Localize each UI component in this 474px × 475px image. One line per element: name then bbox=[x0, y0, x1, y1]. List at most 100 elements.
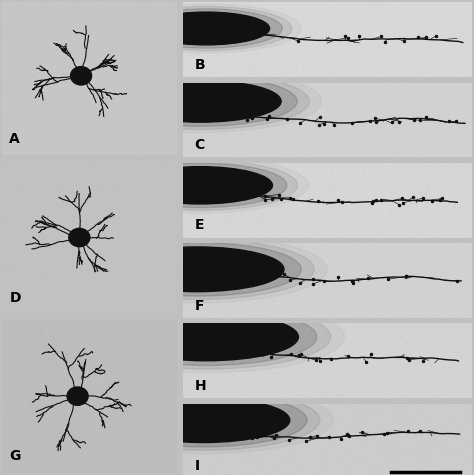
Point bbox=[47, 25, 55, 32]
Point bbox=[311, 311, 319, 318]
Point bbox=[25, 285, 33, 293]
Point bbox=[25, 415, 32, 422]
Point bbox=[401, 370, 409, 378]
Point bbox=[428, 265, 435, 272]
Point bbox=[361, 408, 368, 415]
Point bbox=[346, 227, 354, 235]
Point bbox=[423, 114, 430, 122]
Point bbox=[242, 358, 250, 366]
Point bbox=[454, 431, 462, 439]
Point bbox=[220, 228, 228, 235]
Point bbox=[286, 190, 293, 197]
Point bbox=[345, 87, 352, 95]
Point bbox=[439, 4, 447, 12]
Point bbox=[250, 454, 258, 461]
Point bbox=[418, 43, 425, 50]
Point bbox=[325, 30, 332, 38]
Point bbox=[445, 326, 452, 334]
Point bbox=[315, 373, 323, 381]
Point bbox=[392, 251, 400, 259]
Point bbox=[228, 431, 236, 439]
Point bbox=[115, 448, 123, 456]
Point bbox=[29, 184, 37, 191]
Point bbox=[165, 184, 173, 192]
Point bbox=[442, 13, 450, 20]
Point bbox=[244, 242, 252, 249]
Point bbox=[210, 446, 218, 453]
Point bbox=[423, 243, 431, 251]
Point bbox=[18, 14, 26, 21]
Point bbox=[244, 372, 252, 380]
Point bbox=[46, 232, 54, 239]
Point bbox=[31, 263, 38, 271]
Point bbox=[181, 121, 188, 128]
Point bbox=[374, 38, 382, 46]
Point bbox=[303, 16, 311, 23]
Point bbox=[325, 168, 333, 176]
Point bbox=[276, 353, 283, 361]
Point bbox=[181, 90, 188, 98]
Point bbox=[112, 17, 120, 24]
Point bbox=[19, 225, 27, 232]
Point bbox=[182, 38, 190, 46]
Point bbox=[95, 50, 102, 57]
Point bbox=[284, 143, 292, 151]
Point bbox=[264, 248, 272, 256]
Point bbox=[238, 143, 246, 151]
Point bbox=[120, 241, 128, 248]
Point bbox=[199, 296, 207, 304]
Point bbox=[19, 303, 27, 310]
Point bbox=[85, 233, 92, 241]
Point bbox=[414, 242, 422, 250]
Point bbox=[302, 405, 310, 413]
Point bbox=[440, 313, 448, 321]
Point bbox=[220, 204, 228, 211]
Point bbox=[439, 342, 447, 350]
Point bbox=[234, 418, 242, 425]
Point bbox=[260, 410, 267, 418]
Point bbox=[265, 269, 273, 277]
Point bbox=[386, 198, 394, 205]
Point bbox=[354, 47, 361, 55]
Point bbox=[310, 225, 318, 232]
Point bbox=[11, 446, 19, 454]
Point bbox=[55, 83, 63, 91]
Point bbox=[125, 380, 132, 388]
Point bbox=[190, 15, 198, 23]
Point bbox=[31, 248, 39, 256]
Point bbox=[302, 82, 310, 90]
Point bbox=[336, 377, 344, 384]
Point bbox=[418, 323, 426, 330]
Point bbox=[16, 387, 24, 395]
Point bbox=[81, 138, 88, 146]
Point bbox=[169, 166, 176, 174]
Point bbox=[135, 39, 143, 47]
Point bbox=[350, 197, 357, 205]
Point bbox=[360, 345, 368, 352]
Point bbox=[376, 131, 383, 139]
Point bbox=[354, 320, 361, 328]
Point bbox=[422, 67, 429, 75]
Point bbox=[57, 33, 64, 41]
Point bbox=[46, 87, 54, 95]
Point bbox=[221, 222, 229, 229]
Point bbox=[166, 439, 174, 446]
Point bbox=[77, 126, 85, 134]
Point bbox=[286, 148, 294, 156]
Point bbox=[426, 380, 433, 388]
Point bbox=[229, 375, 237, 383]
Point bbox=[368, 368, 375, 375]
Point bbox=[309, 294, 317, 301]
Point bbox=[18, 86, 25, 94]
Point bbox=[428, 136, 436, 144]
Point bbox=[40, 409, 48, 417]
Point bbox=[365, 338, 373, 346]
Point bbox=[25, 19, 33, 26]
Point bbox=[230, 66, 238, 74]
Point bbox=[206, 136, 214, 144]
Point bbox=[243, 313, 250, 320]
Point bbox=[465, 254, 473, 262]
Point bbox=[55, 47, 62, 54]
Point bbox=[258, 0, 266, 8]
Point bbox=[155, 165, 163, 173]
